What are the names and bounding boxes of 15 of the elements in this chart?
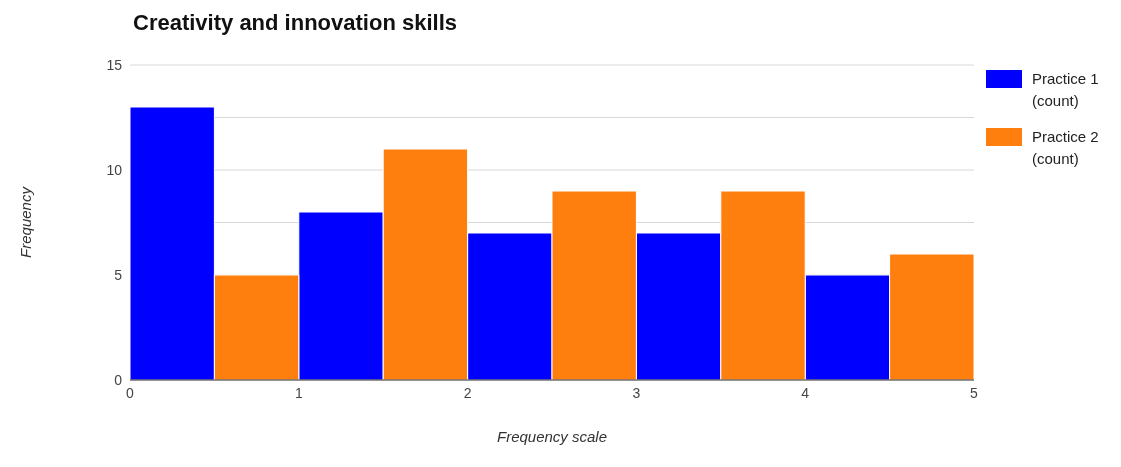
chart-title: Creativity and innovation skills: [133, 10, 457, 36]
y-tick-label: 15: [106, 56, 123, 73]
x-tick-label: 4: [801, 384, 810, 401]
legend-label: Practice 2 (count): [1032, 127, 1100, 169]
x-tick-label: 1: [294, 384, 303, 401]
legend-label: Practice 1 (count): [1032, 69, 1100, 111]
x-tick-label: 3: [632, 384, 641, 401]
x-tick-label: 5: [970, 384, 979, 401]
y-tick-label: 10: [106, 161, 123, 178]
y-axis-title: Frequency: [17, 185, 35, 258]
x-tick-label: 2: [463, 384, 472, 401]
x-axis-title: Frequency scale: [496, 428, 608, 445]
y-tick-label: 0: [114, 371, 123, 388]
x-tick-label: 0: [126, 384, 135, 401]
y-tick-label: 5: [114, 266, 123, 283]
